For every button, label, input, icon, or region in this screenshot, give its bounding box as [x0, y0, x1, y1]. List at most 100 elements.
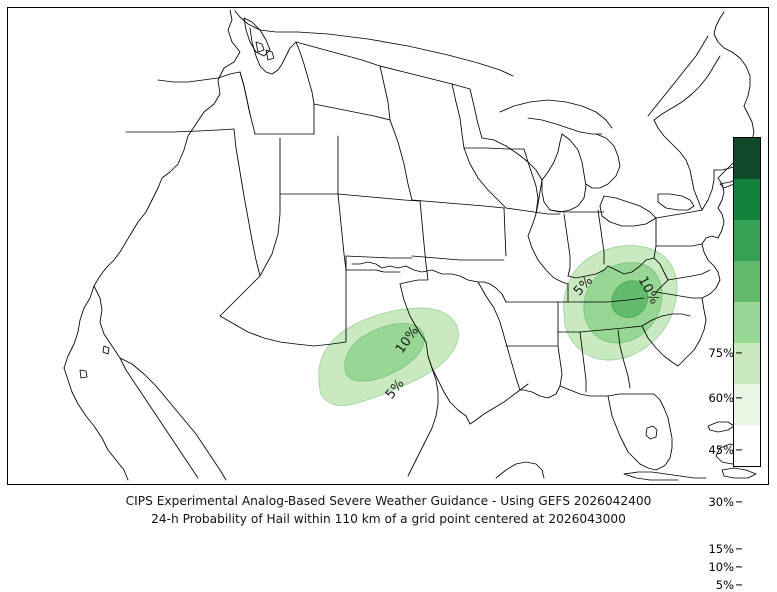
- border-ut-nv2: [259, 137, 281, 277]
- colorbar-tick-mark-5: [736, 584, 742, 586]
- border-pa-md-nj: [655, 243, 703, 247]
- border-in-oh: [597, 209, 605, 265]
- border-or-ca: [125, 128, 235, 133]
- coast-pacific-northwest: [63, 9, 241, 369]
- border-il-in: [563, 213, 571, 277]
- border-va-nc: [655, 291, 703, 299]
- island-channel-1: [79, 369, 88, 379]
- border-ia-il: [523, 148, 539, 237]
- border-ky-tn: [567, 297, 645, 303]
- coast-new-jersey: [717, 177, 725, 209]
- probability-colorbar[interactable]: [733, 137, 761, 467]
- map-panel: 10% 5% 10% 5%: [7, 7, 769, 485]
- border-ok-panhandle: [345, 255, 401, 273]
- caption-line-1: CIPS Experimental Analog-Based Severe We…: [125, 494, 652, 508]
- map-outlines: [63, 9, 759, 481]
- coast-lake-ontario: [657, 193, 695, 211]
- border-pa-ny: [655, 209, 703, 219]
- colorbar-band-15-30: [734, 302, 760, 343]
- coast-maine: [731, 51, 751, 107]
- colorbar-band-60-75: [734, 179, 760, 220]
- coast-lake-erie: [603, 195, 657, 219]
- border-la-ms-coast: [519, 345, 563, 399]
- border-id-wy: [295, 41, 315, 105]
- coast-lake-superior-s: [527, 117, 603, 135]
- colorbar-band-45-60: [734, 220, 760, 261]
- coast-lake-michigan-s: [541, 179, 571, 213]
- colorbar-band-5-10: [734, 384, 760, 425]
- coast-florida-west: [607, 395, 665, 471]
- border-us-canada-west: [234, 10, 514, 77]
- coast-lake-michigan-w: [541, 133, 563, 181]
- colorbar-tick-label-5: 5%: [715, 578, 734, 592]
- island-puget-2: [265, 49, 275, 61]
- border-wy-co: [313, 103, 391, 121]
- border-oh-ky-wv: [607, 257, 655, 275]
- contour-region-southern-plains: [318, 307, 459, 406]
- contour-fill-10pct-plains: [344, 323, 425, 382]
- border-sd-mn-ia: [463, 147, 525, 150]
- coast-florida-east: [653, 393, 673, 467]
- island-cuba-s: [623, 473, 679, 481]
- coast-lake-erie-s: [599, 195, 657, 227]
- border-tn-ms-al-ga: [557, 325, 643, 333]
- border-nd-sd: [451, 83, 461, 119]
- coast-california-baja: [63, 367, 129, 481]
- border-wy-sd-ne: [379, 65, 391, 121]
- border-ia-mo: [505, 207, 561, 215]
- border-ny-vt-ma: [701, 169, 715, 211]
- coast-baja-east: [119, 357, 227, 481]
- border-az-nm: [337, 193, 347, 271]
- border-us-mexico: [219, 269, 347, 347]
- border-il-mo-ky: [527, 235, 569, 285]
- island-socal-1: [102, 345, 110, 355]
- coast-mexico-east: [407, 355, 439, 477]
- border-sc-ga: [641, 325, 679, 367]
- border-oh-pa-wv: [653, 217, 657, 259]
- border-nd-mn: [469, 88, 483, 139]
- coast-lake-superior-n: [499, 99, 613, 129]
- border-nm-tx: [399, 200, 429, 285]
- coast-stlawrence: [653, 55, 721, 121]
- border-or-id: [239, 71, 256, 135]
- border-mn-wi: [481, 137, 543, 181]
- colorbar-tick-label-15: 15%: [708, 542, 734, 556]
- colorbar-band-10-15: [734, 343, 760, 384]
- coast-atlantic-nc-outer-banks: [701, 265, 721, 299]
- coast-lake-michigan-e: [561, 133, 587, 211]
- border-mi-in-oh: [549, 209, 605, 213]
- border-ks-mo: [503, 207, 507, 257]
- colorbar-band-0-5: [734, 425, 760, 466]
- border-va-md-pa: [667, 269, 711, 281]
- river-stlawrence-2: [647, 35, 709, 117]
- border-wa-or: [157, 71, 241, 83]
- coast-chesapeake: [701, 235, 719, 267]
- border-ok-east: [477, 281, 507, 303]
- border-ga-fl: [607, 393, 655, 397]
- colorbar-band-75-plus: [734, 138, 760, 179]
- border-mt-wy: [295, 41, 381, 67]
- coast-atlantic-ga-sc-nc: [677, 297, 707, 367]
- product-caption: CIPS Experimental Analog-Based Severe We…: [0, 493, 777, 528]
- border-ca-az: [219, 275, 261, 317]
- colorbar-band-30-45: [734, 261, 760, 302]
- border-in-ky: [567, 265, 609, 279]
- island-bahamas-1: [707, 421, 735, 433]
- border-ny-canada: [653, 119, 703, 211]
- border-mt-nd-sd: [379, 65, 471, 90]
- colorbar-tick-mark-15: [736, 548, 742, 550]
- cips-hail-probability-map: 10% 5% 10% 5% 75% 60% 45% 30% 15% 10% 5%…: [0, 7, 777, 592]
- island-hispaniola: [721, 467, 757, 479]
- contour-region-carolinas: [563, 245, 678, 361]
- border-al-ga: [617, 329, 631, 389]
- border-sd-ne: [459, 117, 465, 149]
- coast-texas-gulf: [469, 383, 529, 425]
- coast-lake-huron: [585, 133, 621, 189]
- border-ca-nv: [233, 128, 261, 277]
- border-wv-va: [653, 257, 669, 293]
- border-ne-ia-mo: [463, 147, 507, 209]
- colorbar-tick-mark-10: [736, 566, 742, 568]
- border-co-ks-ne: [389, 119, 413, 201]
- border-tx-east-la: [477, 281, 521, 391]
- border-id-mt: [249, 27, 297, 75]
